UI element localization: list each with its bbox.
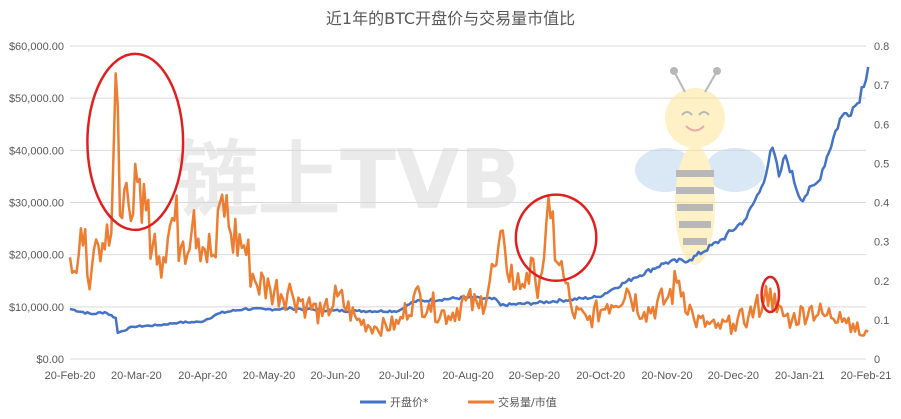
annotation-layer [86, 52, 781, 314]
y-right-tick-label: 0.3 [874, 237, 889, 249]
legend-label: 交易量/市值 [498, 395, 557, 409]
series-line-0 [69, 66, 870, 335]
legend: 开盘价* 交易量/市值 [360, 395, 557, 409]
x-tick-label: 20-Jul-20 [379, 370, 425, 382]
x-tick-label: 20-Sep-20 [509, 370, 560, 382]
x-tick-label: 20-Jun-20 [311, 370, 361, 382]
y-right-tick-label: 0.8 [874, 41, 889, 53]
x-tick-label: 20-May-20 [243, 370, 296, 382]
y-right-tick-label: 0.1 [874, 315, 889, 327]
y-left-tick-label: $40,000.00 [9, 145, 64, 157]
y-left-tick-label: $10,000.00 [9, 302, 64, 314]
x-tick-label: 20-Feb-20 [45, 370, 96, 382]
x-axis: 20-Feb-20 20-Mar-20 20-Apr-20 20-May-20 20-J… [45, 370, 892, 382]
y-right-tick-label: 0.7 [874, 80, 889, 92]
y-right-tick-label: 0 [874, 354, 880, 366]
x-tick-label: 20-Apr-20 [178, 370, 227, 382]
series-line-1 [68, 72, 869, 337]
y-right-tick-label: 0.2 [874, 276, 889, 288]
y-right-tick-label: 0.5 [874, 158, 889, 170]
y-right-tick-label: 0.4 [874, 198, 889, 210]
x-tick-label: 20-Dec-20 [708, 370, 759, 382]
y-right-tick-label: 0.6 [874, 119, 889, 131]
x-tick-label: 20-Oct-20 [576, 370, 625, 382]
y-left-tick-label: $30,000.00 [9, 198, 64, 210]
chart-title: 近1年的BTC开盘价与交易量市值比 [326, 9, 575, 28]
x-tick-label: 20-Nov-20 [641, 370, 692, 382]
bee-mascot-icon [635, 67, 765, 265]
watermark-text: 链上TVB [176, 133, 522, 228]
series-layer [68, 66, 870, 337]
legend-label: 开盘价* [390, 395, 429, 409]
highlight-ellipse [514, 193, 598, 282]
x-tick-label: 20-Jan-21 [775, 370, 825, 382]
y-axis-right: 0 0.1 0.2 0.3 0.4 0.5 0.6 0.7 0.8 [874, 41, 889, 366]
highlight-ellipse [86, 52, 185, 232]
y-left-tick-label: $50,000.00 [9, 93, 64, 105]
y-left-tick-label: $0.00 [36, 354, 64, 366]
x-tick-label: 20-Aug-20 [442, 370, 493, 382]
x-tick-label: 20-Mar-20 [111, 370, 162, 382]
y-left-tick-label: $60,000.00 [9, 41, 64, 53]
y-axis-left: $0.00 $10,000.00 $20,000.00 $30,000.00 $40,0… [9, 41, 64, 366]
highlight-ellipse [760, 275, 781, 314]
x-tick-label: 20-Feb-21 [841, 370, 892, 382]
y-left-tick-label: $20,000.00 [9, 250, 64, 262]
